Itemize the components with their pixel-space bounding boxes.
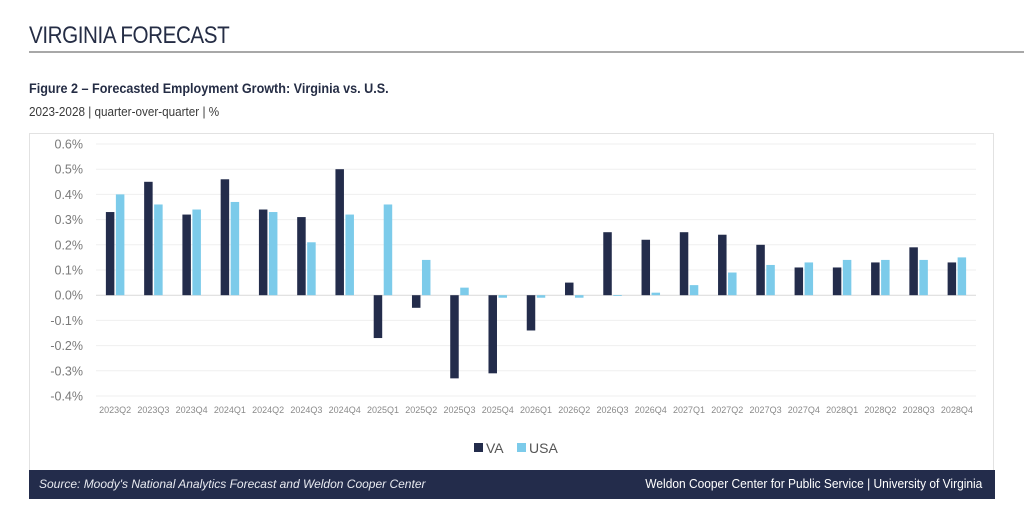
bar-va-2024Q1 [220,179,230,296]
bar-usa-2026Q4 [651,292,661,296]
bar-usa-2028Q1 [842,259,852,296]
bar-va-2025Q3 [450,295,459,379]
bar-usa-2024Q2 [268,212,278,296]
x-tick-label: 2023Q3 [137,405,169,415]
bar-usa-2026Q1 [536,295,546,298]
x-tick-label: 2026Q4 [635,405,667,415]
y-tick-label: 0.6% [55,138,84,152]
bar-va-2025Q2 [411,295,421,308]
bar-usa-2025Q4 [498,295,507,298]
bar-usa-2025Q1 [383,204,393,296]
bar-usa-2027Q4 [804,262,814,296]
bar-usa-2028Q3 [919,259,928,296]
bar-va-2028Q3 [909,247,918,296]
bar-usa-2026Q2 [575,295,584,298]
legend: VA USA [474,440,558,456]
bar-usa-2028Q2 [881,259,890,296]
y-tick-label: -0.4% [50,390,83,404]
bar-va-2028Q2 [871,262,880,296]
bar-usa-2025Q3 [460,287,469,296]
bar-usa-2027Q3 [766,264,775,296]
bar-va-2028Q4 [947,262,957,296]
bar-va-2025Q1 [373,295,383,339]
bar-va-2023Q4 [182,214,191,296]
bar-usa-2024Q4 [345,214,354,296]
y-axis: 0.6% 0.5% 0.4% 0.3% 0.2% 0.1% 0.0% -0.1% -0.2% -0… [50,138,83,404]
x-tick-label: 2027Q3 [750,405,782,415]
chart-container [29,133,994,470]
x-tick-label: 2024Q2 [252,405,284,415]
x-tick-label: 2026Q2 [558,405,590,415]
gridlines [96,143,976,397]
bar-usa-2028Q4 [957,257,967,296]
bar-usa-2027Q2 [728,272,737,296]
bar-usa-2023Q2 [115,194,125,296]
y-tick-label: -0.2% [50,339,83,353]
x-tick-label: 2028Q1 [826,405,858,415]
x-tick-label: 2027Q1 [673,405,705,415]
y-tick-label: 0.4% [55,188,84,202]
bars [105,169,967,379]
x-tick-label: 2025Q4 [482,405,514,415]
x-tick-label: 2024Q1 [214,405,246,415]
x-tick-label: 2026Q3 [597,405,629,415]
bar-usa-2024Q1 [230,201,240,296]
section-title: VIRGINIA FORECAST [29,22,230,49]
y-tick-label: 0.2% [55,238,84,252]
bar-chart: 0.6% 0.5% 0.4% 0.3% 0.2% 0.1% 0.0% -0.1% -0.2% -0… [50,138,976,456]
figure-title: Figure 2 – Forecasted Employment Growth:… [29,80,389,96]
bar-va-2024Q3 [297,217,306,296]
bar-va-2027Q4 [794,267,804,296]
y-tick-label: -0.1% [50,314,83,328]
section-divider [29,51,1024,53]
bar-va-2027Q3 [756,244,765,296]
footer-bar: Source: Moody's National Analytics Forec… [29,470,995,499]
bar-va-2024Q4 [335,169,344,296]
bar-va-2026Q4 [641,239,651,296]
legend-label-va: VA [486,440,504,456]
bar-va-2026Q1 [526,295,536,331]
x-tick-label: 2023Q4 [176,405,208,415]
x-tick-label: 2027Q4 [788,405,820,415]
x-tick-label: 2024Q4 [329,405,361,415]
x-tick-label: 2026Q1 [520,405,552,415]
bar-va-2027Q2 [718,234,727,296]
bar-usa-2025Q2 [421,259,431,296]
legend-label-usa: USA [529,440,558,456]
source-note: Source: Moody's National Analytics Forec… [39,477,426,491]
y-tick-label: 0.1% [55,264,84,278]
bar-va-2026Q3 [603,232,612,296]
y-tick-label: 0.3% [55,213,84,227]
y-tick-label: 0.0% [55,289,84,303]
legend-swatch-va [474,443,483,452]
figure-subtitle: 2023-2028 | quarter-over-quarter | % [29,104,220,119]
bar-usa-2026Q3 [613,295,622,296]
bar-usa-2024Q3 [307,242,316,296]
x-tick-label: 2028Q2 [864,405,896,415]
bar-usa-2027Q1 [689,285,699,296]
x-tick-label: 2028Q4 [941,405,973,415]
x-tick-label: 2028Q3 [903,405,935,415]
x-axis: 2023Q2 2023Q3 2023Q4 2024Q1 2024Q2 2024Q3 2024… [99,405,973,415]
legend-swatch-usa [517,443,526,452]
organization-credit: Weldon Cooper Center for Public Service … [644,476,982,491]
y-tick-label: -0.3% [50,364,83,378]
bar-usa-2023Q4 [192,209,201,296]
x-tick-label: 2024Q3 [290,405,322,415]
x-tick-label: 2025Q3 [443,405,475,415]
x-tick-label: 2023Q2 [99,405,131,415]
x-tick-label: 2027Q2 [711,405,743,415]
bar-va-2023Q3 [144,181,153,296]
bar-va-2028Q1 [832,267,842,296]
x-tick-label: 2025Q2 [405,405,437,415]
bar-va-2026Q2 [565,282,574,296]
y-tick-label: 0.5% [55,163,84,177]
x-tick-label: 2025Q1 [367,405,399,415]
bar-va-2024Q2 [258,209,268,296]
bar-va-2023Q2 [105,212,115,296]
bar-va-2027Q1 [679,232,689,296]
bar-usa-2023Q3 [154,204,163,296]
bar-va-2025Q4 [488,295,497,374]
